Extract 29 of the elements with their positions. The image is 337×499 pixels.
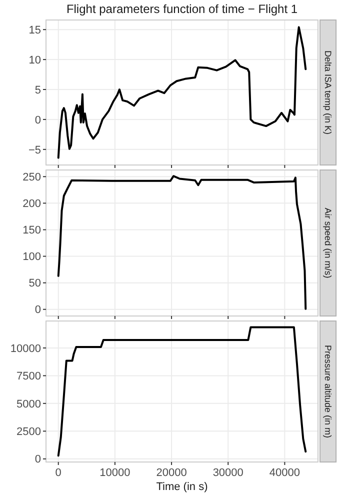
y-tick-label: 5 xyxy=(34,84,41,96)
x-tick-label: 10000 xyxy=(100,467,130,479)
x-axis-title: Time (in s) xyxy=(156,481,208,493)
y-tick-label: 10 xyxy=(28,54,41,66)
y-axis-title: Delta ISA temp (in K) xyxy=(322,50,333,135)
x-tick-label: 30000 xyxy=(212,467,244,479)
x-tick-label: 0 xyxy=(55,467,62,479)
y-tick-label: 200 xyxy=(22,198,41,210)
y-axis-title: Pressure altitude (in m) xyxy=(322,344,333,438)
y-axis-title: Air speed (in m/s) xyxy=(322,208,333,278)
chart-title: Flight parameters function of time − Flight 1 xyxy=(66,2,298,16)
y-tick-label: 150 xyxy=(22,224,41,237)
y-tick-label: 5000 xyxy=(16,398,41,410)
y-tick-label: 2500 xyxy=(16,426,41,438)
y-tick-label: 0 xyxy=(34,454,41,466)
y-tick-label: 100 xyxy=(22,251,41,264)
y-tick-label: 50 xyxy=(28,278,41,290)
y-tick-label: 0 xyxy=(34,114,41,126)
y-tick-label: 15 xyxy=(28,24,41,36)
line-series xyxy=(57,175,307,310)
x-tick-label: 20000 xyxy=(156,467,187,479)
y-tick-label: −5 xyxy=(28,144,41,156)
line-series xyxy=(57,26,307,159)
x-tick-label: 40000 xyxy=(269,467,300,479)
y-tick-label: 250 xyxy=(22,171,41,184)
line-series xyxy=(57,326,307,457)
y-tick-label: 7500 xyxy=(16,370,41,383)
y-tick-label: 0 xyxy=(34,304,41,316)
y-tick-label: 10000 xyxy=(10,342,41,355)
